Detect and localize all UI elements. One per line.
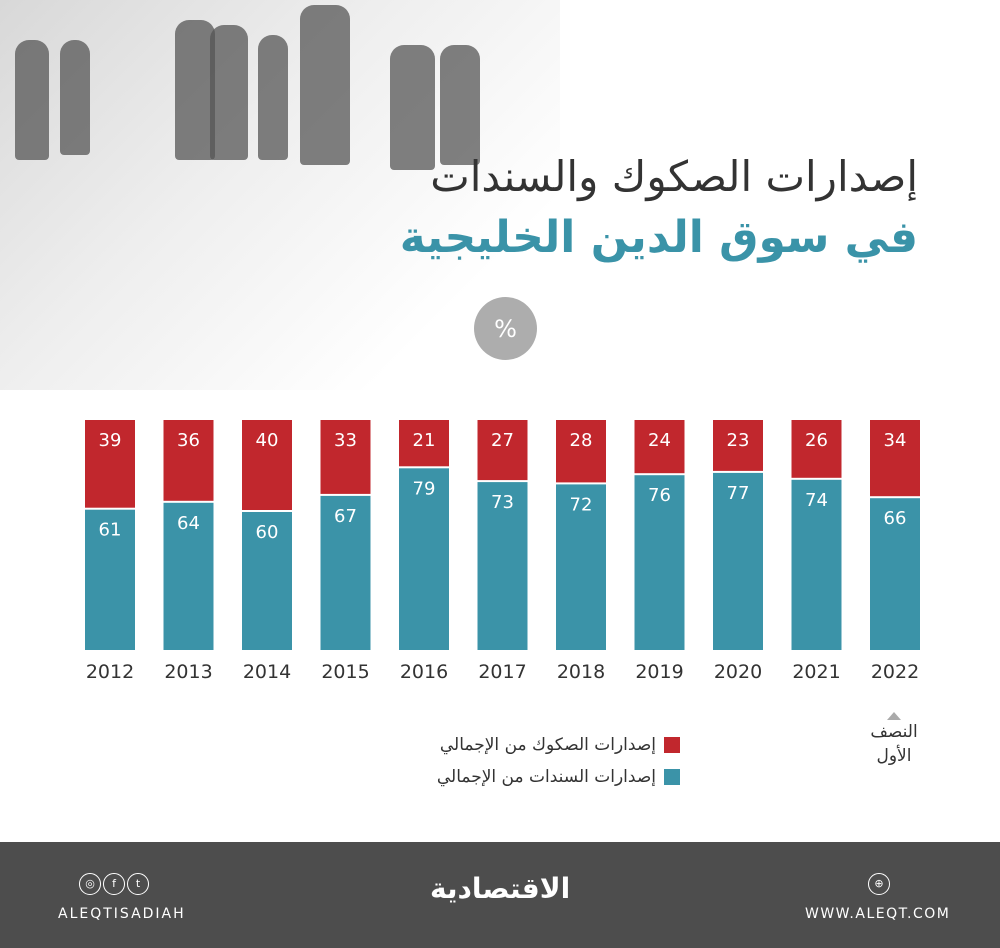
x-tick-2016: 2016 bbox=[400, 661, 448, 683]
legend-swatch-bonds bbox=[664, 769, 680, 785]
label-sukuk-2012: 39 bbox=[99, 430, 122, 451]
bar-bonds-2013 bbox=[163, 502, 214, 650]
label-bonds-2022: 66 bbox=[884, 508, 907, 529]
label-sukuk-2014: 40 bbox=[256, 430, 279, 451]
label-sukuk-2015: 33 bbox=[334, 430, 357, 451]
bar-sukuk-2019 bbox=[634, 420, 685, 474]
bar-sukuk-2021 bbox=[791, 420, 842, 478]
x-tick-2017: 2017 bbox=[478, 661, 526, 683]
title-line-1: إصدارات الصكوك والسندات bbox=[430, 152, 918, 201]
label-bonds-2021: 74 bbox=[805, 490, 828, 511]
legend-item-bonds: إصدارات السندات من الإجمالي bbox=[437, 767, 680, 787]
unit-badge: % bbox=[474, 297, 537, 360]
bar-bonds-2016 bbox=[399, 468, 449, 650]
web-icon-wrap: ⊕ bbox=[867, 872, 891, 895]
bar-bonds-2014 bbox=[242, 512, 292, 650]
label-sukuk-2017: 27 bbox=[491, 430, 514, 451]
label-bonds-2014: 60 bbox=[256, 522, 279, 543]
twitter-icon[interactable]: t bbox=[127, 872, 149, 895]
bar-bonds-2012 bbox=[85, 509, 135, 650]
annotation-first-half: النصف الأول bbox=[858, 712, 930, 768]
label-bonds-2015: 67 bbox=[334, 506, 357, 527]
bar-sukuk-2015 bbox=[320, 420, 371, 494]
bar-bonds-2018 bbox=[556, 484, 606, 650]
logo: الاقتصادية bbox=[430, 872, 571, 905]
triangle-marker-icon bbox=[887, 712, 901, 720]
label-bonds-2013: 64 bbox=[177, 513, 200, 534]
social-icons: ◎ f t bbox=[78, 872, 150, 895]
legend-label-sukuk: إصدارات الصكوك من الإجمالي bbox=[439, 735, 656, 755]
bar-sukuk-2013 bbox=[163, 420, 214, 501]
bar-sukuk-2014 bbox=[242, 420, 292, 510]
title-line-2: في سوق الدين الخليجية bbox=[399, 212, 918, 263]
bar-bonds-2015 bbox=[320, 495, 371, 650]
label-sukuk-2019: 24 bbox=[648, 430, 671, 451]
label-sukuk-2016: 21 bbox=[413, 430, 436, 451]
label-bonds-2012: 61 bbox=[99, 520, 122, 541]
x-tick-2018: 2018 bbox=[557, 661, 605, 683]
x-tick-2019: 2019 bbox=[635, 661, 683, 683]
legend-swatch-sukuk bbox=[664, 737, 680, 753]
legend-label-bonds: إصدارات السندات من الإجمالي bbox=[436, 767, 656, 787]
x-tick-2022: 2022 bbox=[871, 661, 919, 683]
bar-bonds-2019 bbox=[634, 475, 685, 650]
bar-sukuk-2012 bbox=[85, 420, 135, 508]
x-tick-2021: 2021 bbox=[792, 661, 840, 683]
label-bonds-2020: 77 bbox=[727, 483, 750, 504]
bar-sukuk-2016 bbox=[399, 420, 449, 467]
x-tick-2013: 2013 bbox=[164, 661, 212, 683]
label-sukuk-2022: 34 bbox=[884, 430, 907, 451]
label-sukuk-2018: 28 bbox=[570, 430, 593, 451]
x-tick-2014: 2014 bbox=[243, 661, 291, 683]
label-sukuk-2013: 36 bbox=[177, 430, 200, 451]
stacked-bar-chart: 61 39 2012 64 36 2013 60 40 2014 67 33 2015 79 21 2016… bbox=[85, 420, 920, 683]
legend-item-sukuk: إصدارات الصكوك من الإجمالي bbox=[440, 735, 680, 755]
globe-icon[interactable]: ⊕ bbox=[868, 872, 890, 895]
bar-sukuk-2020 bbox=[713, 420, 763, 471]
annotation-text: النصف الأول bbox=[870, 722, 918, 766]
bar-bonds-2021 bbox=[791, 479, 842, 650]
footer: ◎ f t ALEQTISADIAH الاقتصادية ⊕ WWW.ALEQT.… bbox=[0, 842, 1000, 948]
header-photo bbox=[0, 0, 560, 390]
x-tick-2020: 2020 bbox=[714, 661, 762, 683]
label-sukuk-2020: 23 bbox=[727, 430, 750, 451]
social-handle: ALEQTISADIAH bbox=[58, 906, 186, 922]
bar-bonds-2020 bbox=[713, 472, 763, 650]
label-bonds-2017: 73 bbox=[491, 492, 514, 513]
label-bonds-2018: 72 bbox=[570, 494, 593, 515]
label-bonds-2016: 79 bbox=[413, 478, 436, 499]
bar-sukuk-2017 bbox=[477, 420, 528, 481]
x-tick-2012: 2012 bbox=[86, 661, 134, 683]
bar-bonds-2017 bbox=[477, 482, 528, 650]
x-tick-2015: 2015 bbox=[321, 661, 369, 683]
label-sukuk-2021: 26 bbox=[805, 430, 828, 451]
label-bonds-2019: 76 bbox=[648, 485, 671, 506]
bar-bonds-2022 bbox=[870, 498, 920, 650]
website-link[interactable]: WWW.ALEQT.COM bbox=[805, 906, 951, 922]
bar-sukuk-2022 bbox=[870, 420, 920, 497]
facebook-icon[interactable]: f bbox=[103, 872, 125, 895]
instagram-icon[interactable]: ◎ bbox=[79, 872, 101, 895]
bar-sukuk-2018 bbox=[556, 420, 606, 483]
